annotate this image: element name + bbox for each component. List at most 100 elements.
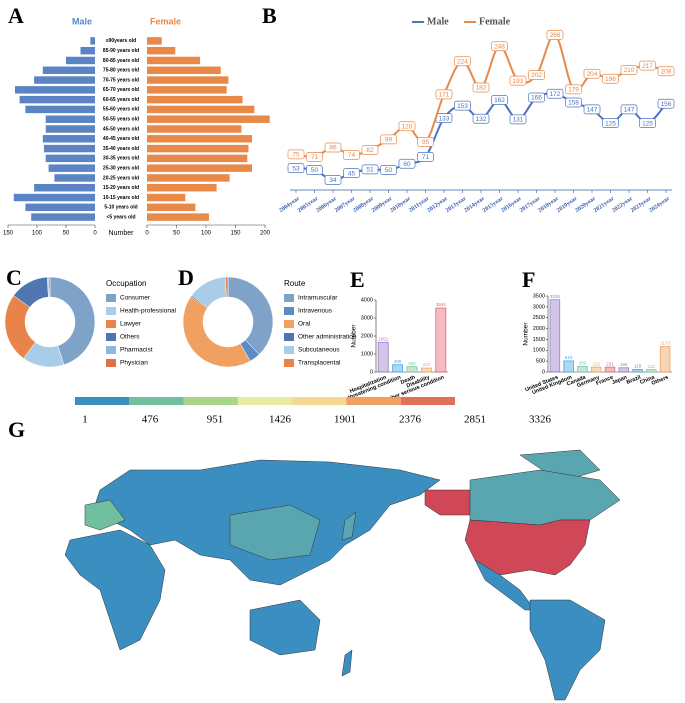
category-label: 35-40 years old	[103, 146, 139, 152]
category-label: 10-15 years old	[103, 195, 139, 201]
category-label: 55-60 years old	[103, 107, 139, 113]
bar-female	[147, 135, 253, 143]
x-axis-label: Number	[109, 230, 135, 237]
data-label: 60	[403, 161, 411, 168]
bar	[549, 299, 561, 373]
y-tick-label: 1000	[533, 348, 545, 354]
data-label: 34	[329, 177, 337, 184]
bar-male	[19, 95, 96, 104]
category-label: 20-25 years old	[103, 175, 139, 181]
bar-female	[147, 203, 196, 212]
canada	[469, 469, 621, 526]
legend-swatch	[106, 294, 116, 302]
bar-male	[13, 193, 95, 202]
south-america	[529, 599, 606, 701]
legend-label: Physician	[120, 360, 148, 367]
bar-female	[147, 46, 176, 55]
bar-male	[25, 105, 95, 114]
y-tick-label: 3000	[361, 315, 373, 321]
label-box	[287, 163, 305, 173]
legend-label: Transplacental	[298, 360, 341, 367]
legend-label: Lawyer	[120, 321, 142, 328]
data-label: 3554	[436, 302, 447, 307]
y-tick-label: 2000	[361, 333, 373, 339]
category-label: 70-75 years old	[103, 77, 139, 83]
bar-female	[147, 144, 249, 153]
data-label: 260	[579, 361, 587, 366]
donut-slice	[48, 276, 51, 298]
legend-label: Consumer	[120, 295, 151, 302]
bar	[659, 346, 671, 373]
panel-letter: E	[350, 267, 365, 292]
legend-label: Intravenous	[298, 308, 333, 315]
bar-male	[45, 115, 95, 123]
data-label: 118	[634, 364, 642, 369]
data-label: 405	[394, 359, 402, 364]
label-box	[454, 56, 471, 67]
label-box	[620, 104, 638, 115]
data-label: 125	[605, 120, 616, 127]
bar-female	[147, 105, 255, 114]
data-label: 3328	[550, 294, 561, 299]
legend-tick-label: 476	[142, 414, 159, 426]
legend-label: Health-professional	[120, 308, 177, 315]
series-line	[295, 92, 667, 182]
label-box	[602, 73, 619, 84]
label-box	[509, 75, 527, 86]
x-tick-label: 0	[93, 231, 97, 237]
bar-female	[147, 154, 248, 163]
bar-female	[147, 213, 209, 221]
data-label: 217	[642, 63, 653, 70]
y-tick-label: 0	[542, 369, 545, 375]
data-label: 172	[550, 91, 561, 98]
bar-female	[147, 66, 221, 74]
label-box	[380, 165, 397, 175]
label-box	[583, 104, 601, 115]
data-label: 50	[385, 167, 393, 174]
bar-male	[34, 184, 95, 192]
category-label: 50-55 years old	[103, 117, 139, 123]
label-box	[657, 98, 675, 109]
x-tick-label: Brazil	[626, 374, 643, 385]
data-label: 147	[587, 107, 598, 114]
series-line	[295, 33, 667, 159]
x-tick-label: 0	[145, 231, 149, 237]
label-box	[583, 68, 601, 79]
label-box	[491, 41, 508, 52]
data-label: 166	[531, 95, 542, 102]
data-label: 202	[531, 72, 542, 79]
label-box	[528, 92, 545, 103]
x-tick-label: 100	[201, 231, 212, 237]
bar-female	[147, 193, 186, 202]
bar-female	[147, 37, 162, 45]
category-label: 80-85 years old	[103, 58, 139, 64]
data-label: 208	[661, 68, 672, 75]
label-box	[324, 175, 342, 185]
bar-female	[147, 184, 217, 192]
data-label: 224	[457, 58, 468, 65]
category-label: 65-70 years old	[103, 87, 139, 93]
x-tick-label: 50	[63, 231, 70, 237]
data-label: 156	[661, 101, 672, 108]
legend-swatch	[284, 333, 294, 341]
bar-male	[90, 37, 95, 45]
bar	[420, 367, 432, 373]
data-label: 132	[476, 116, 487, 123]
bar-male	[14, 86, 96, 94]
label-box	[380, 134, 397, 145]
legend-band	[237, 397, 293, 405]
bar-male	[66, 56, 95, 65]
bar-female	[147, 95, 243, 104]
bar	[563, 360, 574, 373]
donut-slice	[224, 276, 229, 298]
data-label: 193	[513, 78, 524, 85]
label-box	[491, 95, 508, 105]
world-map	[64, 449, 621, 701]
donut-slice	[49, 276, 96, 366]
bar-female	[147, 125, 242, 133]
legend-swatch	[284, 346, 294, 354]
legend-tick-label: 951	[207, 414, 224, 426]
new-zealand	[341, 649, 353, 677]
bar-male	[31, 213, 95, 221]
legend-swatch	[106, 359, 116, 367]
